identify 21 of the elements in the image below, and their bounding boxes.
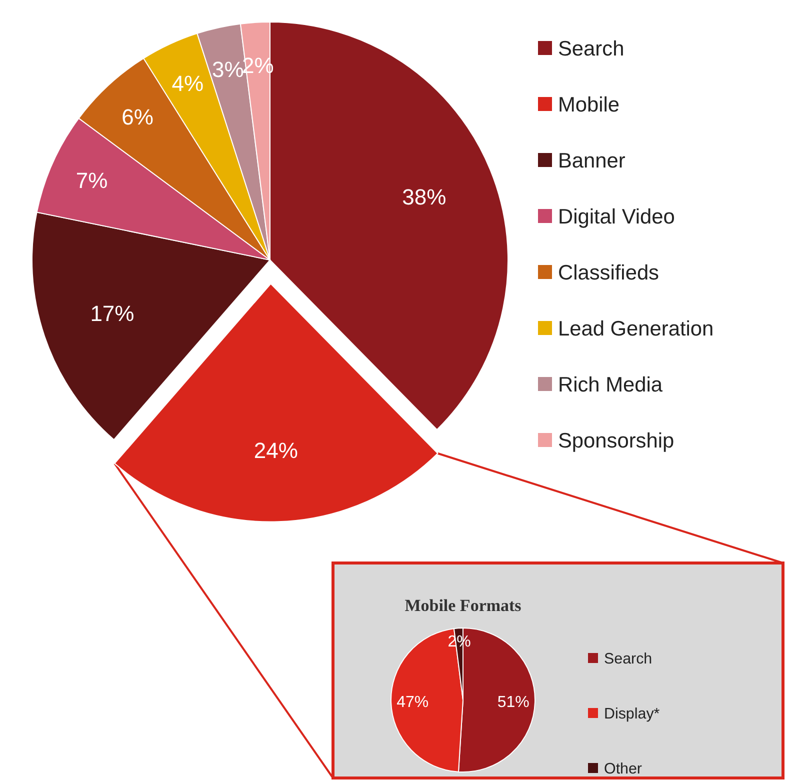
legend-label: Lead Generation: [558, 317, 714, 340]
legend-label: Sponsorship: [558, 429, 674, 452]
legend-label: Classifieds: [558, 261, 660, 284]
data-label: 51%: [497, 694, 530, 712]
data-label: 3%: [212, 57, 244, 82]
legend-label: Banner: [558, 149, 626, 172]
data-label: 38%: [402, 184, 446, 210]
chart-title: Mobile Formats: [404, 596, 522, 615]
data-label: 17%: [90, 301, 134, 326]
data-label: 24%: [254, 438, 298, 464]
data-label: 4%: [172, 70, 204, 96]
legend-label: Rich Media: [558, 373, 663, 396]
legend-label: Other: [604, 760, 642, 778]
legend-label: Digital Video: [558, 205, 675, 228]
legend-label: Display*: [604, 705, 660, 722]
data-label: 7%: [76, 168, 108, 194]
legend-label: Search: [558, 37, 624, 60]
data-label: 6%: [122, 104, 154, 130]
data-label: 47%: [396, 694, 429, 712]
legend-label: Mobile: [558, 93, 620, 116]
legend-label: Search: [604, 650, 652, 668]
